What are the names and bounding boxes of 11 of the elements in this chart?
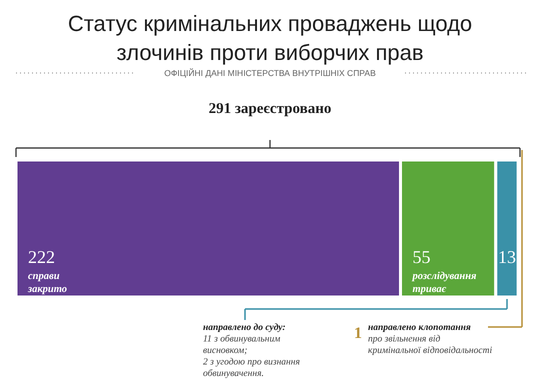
data-label: 55: [412, 247, 430, 267]
text: 291 зареєстровано: [208, 101, 332, 117]
text: направлено до суду: 11 з обвинувальним висновком; 2 з угодою про визнання обвинувачення.: [203, 323, 300, 379]
data-label: 222: [28, 247, 55, 267]
series-label: розслідування триває: [411, 271, 478, 295]
text: направлено клопотання про звільнення від кримінальної відповідальності: [368, 323, 492, 356]
data-label: 13: [498, 247, 516, 267]
chart-subtitle: ОФІЦІЙНІ ДАНІ МІНІСТЕРСТВА ВНУТРІШНІХ СПРАВ: [164, 68, 376, 78]
series-label: справи закрито: [27, 271, 68, 295]
text: 1: [354, 325, 362, 342]
chart-title: Статус кримінальних проваджень щодо злочинів проти виборчих прав: [68, 11, 472, 65]
